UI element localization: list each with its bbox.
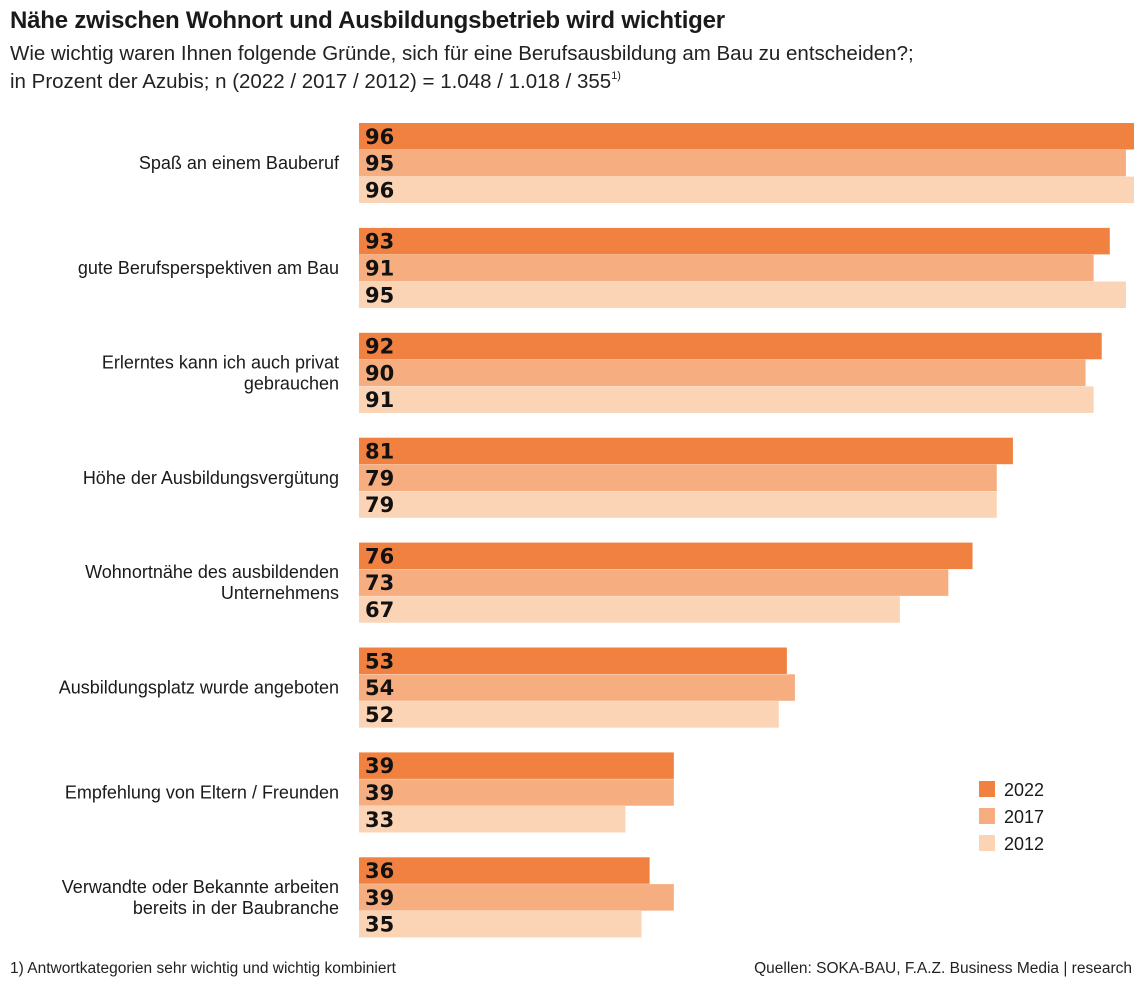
data-label-2022: 53 <box>365 649 394 673</box>
data-label-2012: 79 <box>365 493 394 517</box>
data-label-2022: 39 <box>365 754 394 778</box>
bar-2012 <box>359 701 779 728</box>
legend-swatch-2012 <box>979 835 995 851</box>
category-group: Ausbildungsplatz wurde angeboten 53 54 52 <box>59 647 795 728</box>
legend-swatch-2017 <box>979 808 995 824</box>
bar-2022 <box>359 752 674 779</box>
category-group: Empfehlung von Eltern / Freunden 39 39 33 <box>65 752 674 833</box>
category-label: gute Berufsperspektiven am Bau <box>78 258 339 278</box>
data-label-2012: 95 <box>365 283 394 307</box>
bar-2017 <box>359 674 795 701</box>
bar-2012 <box>359 176 1134 204</box>
bar-2022 <box>359 437 1013 465</box>
data-label-2017: 54 <box>365 676 394 700</box>
category-label: Unternehmens <box>221 583 339 603</box>
chart-subtitle-line-1: Wie wichtig waren Ihnen folgende Gründe,… <box>10 42 914 65</box>
bar-2012 <box>359 491 997 518</box>
data-label-2022: 92 <box>365 335 394 359</box>
category-label: Verwandte oder Bekannte arbeiten <box>62 877 339 897</box>
bar-2012 <box>359 386 1094 413</box>
data-label-2012: 91 <box>365 388 394 412</box>
bar-2017 <box>359 149 1126 177</box>
bar-2017 <box>359 464 997 491</box>
data-label-2012: 96 <box>365 178 394 202</box>
bar-2012 <box>359 806 626 833</box>
data-label-2017: 39 <box>365 781 394 805</box>
data-label-2022: 76 <box>365 544 394 568</box>
bar-2022 <box>359 857 650 884</box>
legend: 2022 2017 2012 <box>979 780 1044 854</box>
data-label-2017: 91 <box>365 256 394 280</box>
legend-label-2022: 2022 <box>1004 780 1044 800</box>
subtitle-text: in Prozent der Azubis; n (2022 / 2017 / … <box>10 70 612 93</box>
category-label: gebrauchen <box>244 373 339 393</box>
data-label-2022: 81 <box>365 439 394 463</box>
category-label: Empfehlung von Eltern / Freunden <box>65 782 339 802</box>
bar-2022 <box>359 123 1134 150</box>
bar-2017 <box>359 359 1086 387</box>
category-label: Wohnortnähe des ausbildenden <box>85 562 339 582</box>
data-label-2012: 52 <box>365 703 394 727</box>
data-label-2017: 79 <box>365 466 394 490</box>
category-label: bereits in der Baubranche <box>133 898 339 918</box>
bar-2017 <box>359 569 949 596</box>
category-label: Spaß an einem Bauberuf <box>139 153 340 173</box>
bar-2012 <box>359 596 900 623</box>
data-label-2017: 73 <box>365 571 394 595</box>
legend-label-2017: 2017 <box>1004 807 1044 827</box>
footnote: 1) Antwortkategorien sehr wichtig und wi… <box>10 960 396 977</box>
bar-2022 <box>359 332 1102 360</box>
category-label: Erlerntes kann ich auch privat <box>102 352 339 372</box>
bar-2017 <box>359 254 1094 282</box>
bar-2017 <box>359 884 674 911</box>
bar-2012 <box>359 281 1126 308</box>
category-group: Wohnortnähe des ausbildendenUnternehmens… <box>85 542 973 623</box>
data-label-2017: 90 <box>365 361 394 385</box>
chart-subtitle-line-2: in Prozent der Azubis; n (2022 / 2017 / … <box>10 70 621 94</box>
subtitle-footnote-mark: 1) <box>611 70 621 82</box>
data-label-2022: 36 <box>365 859 394 883</box>
source-note: Quellen: SOKA-BAU, F.A.Z. Business Media… <box>754 960 1132 977</box>
data-label-2012: 35 <box>365 913 394 937</box>
chart-title: Nähe zwischen Wohnort und Ausbildungsbet… <box>10 7 725 34</box>
data-label-2017: 95 <box>365 152 394 176</box>
bar-2022 <box>359 542 973 570</box>
data-label-2012: 33 <box>365 808 394 832</box>
data-label-2017: 39 <box>365 886 394 910</box>
category-group: Verwandte oder Bekannte arbeitenbereits … <box>62 857 674 938</box>
legend-swatch-2022 <box>979 781 995 797</box>
category-label: Höhe der Ausbildungsvergütung <box>83 468 339 488</box>
bar-2012 <box>359 910 642 938</box>
bar-2022 <box>359 227 1110 255</box>
legend-label-2012: 2012 <box>1004 834 1044 854</box>
category-group: Höhe der Ausbildungsvergütung 81 79 79 <box>83 437 1013 518</box>
category-label: Ausbildungsplatz wurde angeboten <box>59 678 339 698</box>
data-label-2012: 67 <box>365 598 394 622</box>
bar-2022 <box>359 647 787 674</box>
category-group: Erlerntes kann ich auch privatgebrauchen… <box>102 332 1102 413</box>
data-label-2022: 93 <box>365 230 394 254</box>
bar-2017 <box>359 779 674 806</box>
data-label-2022: 96 <box>365 125 394 149</box>
